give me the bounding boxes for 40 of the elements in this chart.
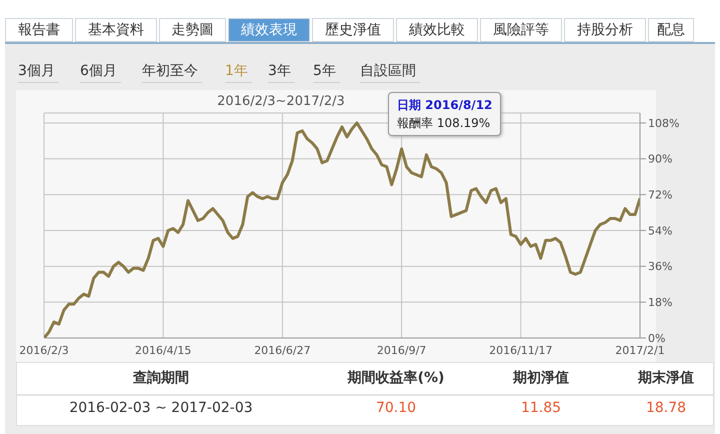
category-label: 自設區間 [360,60,420,83]
y-tick-label: 108% [648,116,680,130]
x-tick-label: 2016/9/7 [376,344,426,357]
y-tick-label: 36% [648,260,672,274]
category-label: 3個月 [18,60,59,83]
category-label: 風險評等 [480,18,562,42]
chart-title: 2016/2/3~2017/2/3 [216,94,346,109]
category-label: 績效表現 [228,18,310,42]
text: 11.85 [520,400,562,416]
text: 日期 2016/8/12 [397,97,492,114]
text: 18.78 [646,400,686,416]
text: 2016-02-03 ~ 2017-02-03 [69,400,253,416]
category-label: 期末淨值 [638,370,694,386]
x-tick-label: 2016/11/17 [489,344,553,357]
category-label: 歷史淨值 [312,18,394,42]
category-label: 績效比較 [396,18,478,42]
category-label: 3年 [268,60,295,83]
category-label: 期間收益率(%) [346,369,446,387]
x-tick-label: 2016/2/3 [19,344,69,357]
category-label: 查詢期間 [132,369,190,387]
y-tick-label: 54% [648,224,672,238]
category-label: 走勢圖 [159,18,226,42]
category-label: 5年 [313,60,340,83]
category-label: 年初至今 [142,60,202,83]
category-label: 1年 [225,60,252,83]
annotation: 報酬率 108.19% [397,115,492,132]
y-tick-label: 18% [648,296,672,310]
y-tick-label: 72% [648,188,672,202]
text: 70.10 [376,400,416,416]
category-label: 6個月 [80,60,121,83]
category-label: 基本資料 [75,18,157,42]
x-tick-label: 2016/4/15 [134,344,192,357]
x-tick-label: 2017/2/1 [615,344,665,357]
category-label: 持股分析 [564,18,646,42]
category-label: 期初淨值 [513,370,569,386]
category-label: 報告書 [5,18,73,42]
category-label: 配息 [648,18,694,42]
x-tick-label: 2016/6/27 [254,344,311,357]
y-tick-label: 0% [648,332,666,345]
y-tick-label: 90% [648,152,672,166]
